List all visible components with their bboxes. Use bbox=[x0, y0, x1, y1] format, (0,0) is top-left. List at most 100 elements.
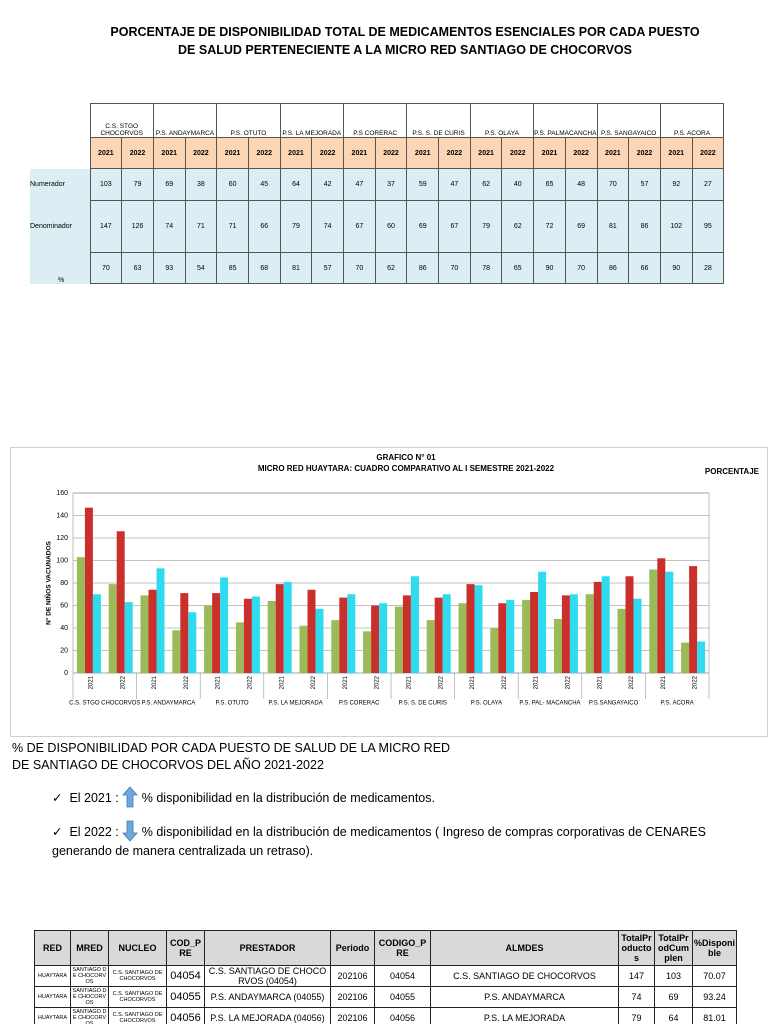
bullet-lead: El 2022 : bbox=[69, 825, 119, 839]
value-cell: 45 bbox=[247, 168, 281, 201]
bar bbox=[172, 630, 181, 673]
row-label: Denominador bbox=[30, 200, 90, 253]
bar bbox=[530, 592, 539, 673]
year-header: 2022 bbox=[311, 137, 344, 169]
table-cell: HUAYTARA bbox=[34, 1007, 71, 1024]
value-cell: 78 bbox=[469, 252, 503, 284]
year-header: 2022 bbox=[628, 137, 661, 169]
value-cell: 67 bbox=[438, 200, 471, 253]
value-cell: 72 bbox=[533, 200, 566, 253]
blank-cell bbox=[30, 103, 90, 138]
value-cell: 47 bbox=[438, 168, 471, 201]
value-cell: 48 bbox=[564, 168, 598, 201]
value-cell: 69 bbox=[406, 200, 440, 253]
value-cell: 67 bbox=[343, 200, 376, 253]
arrow-up-icon bbox=[122, 786, 139, 808]
header-row: C.S. STGO CHOCORVOS P.S. ANDAYMARCA P.S. O… bbox=[30, 103, 725, 138]
bar bbox=[689, 566, 698, 673]
check-icon: ✓ bbox=[52, 825, 66, 839]
x-tick-label: 2022 bbox=[184, 675, 190, 689]
x-tick-label: 2021 bbox=[88, 675, 94, 689]
group-label: P.S. OLAYA bbox=[471, 701, 502, 707]
value-cell: 37 bbox=[374, 168, 408, 201]
table-cell: C.S. SANTIAGO DE CHOCORVOS bbox=[430, 965, 619, 987]
value-cell: 102 bbox=[659, 200, 693, 253]
x-tick-label: 2022 bbox=[375, 675, 381, 689]
bar bbox=[593, 581, 602, 673]
x-tick-label: 2021 bbox=[470, 675, 476, 689]
check-icon: ✓ bbox=[52, 791, 66, 805]
bullet-text: % disponibilidad en la distribución de m… bbox=[141, 791, 435, 805]
value-cell: 27 bbox=[691, 168, 725, 201]
availability-table: C.S. STGO CHOCORVOS P.S. ANDAYMARCA P.S. O… bbox=[30, 103, 725, 284]
column-header: %Disponible bbox=[692, 930, 737, 966]
value-cell: 57 bbox=[311, 252, 344, 284]
column-header: MRED bbox=[70, 930, 109, 966]
table-cell: HUAYTARA bbox=[34, 965, 71, 987]
year-header: 2022 bbox=[691, 137, 725, 169]
column-header: ALMDES bbox=[430, 930, 619, 966]
x-tick-label: 2021 bbox=[216, 675, 222, 689]
value-cell: 62 bbox=[374, 252, 408, 284]
value-cell: 79 bbox=[121, 168, 154, 201]
bar bbox=[458, 603, 467, 673]
bar bbox=[188, 612, 197, 673]
group-label: P.S CORERAC bbox=[339, 701, 380, 707]
bar bbox=[84, 507, 93, 673]
table-cell: C.S. SANTIAGO DE CHOCORVOS (04054) bbox=[204, 965, 331, 987]
table-cell: 147 bbox=[618, 965, 655, 987]
value-cell: 63 bbox=[121, 252, 154, 284]
x-tick-label: 2022 bbox=[565, 675, 571, 689]
y-tick-label: 20 bbox=[60, 647, 68, 654]
column-header: RED bbox=[34, 930, 71, 966]
establishment-header: P.S. ANDAYMARCA bbox=[152, 103, 218, 138]
value-cell: 65 bbox=[501, 252, 535, 284]
bar bbox=[402, 595, 411, 673]
chart-subtitle: MICRO RED HUAYTARA: CUADRO COMPARATIVO A… bbox=[258, 464, 555, 473]
bullet: ✓ El 2022 : % disponibilidad en la distr… bbox=[52, 820, 742, 860]
bar bbox=[585, 594, 594, 673]
year-header: 2022 bbox=[564, 137, 598, 169]
year-header: 2021 bbox=[89, 137, 123, 169]
value-cell: 70 bbox=[343, 252, 376, 284]
value-cell: 90 bbox=[533, 252, 566, 284]
y-axis-label: N° DE NIÑOS VACUNADOS bbox=[44, 540, 53, 624]
table-cell: P.S. LA MEJORADA bbox=[430, 1007, 619, 1024]
table-cell: 202106 bbox=[330, 1007, 375, 1024]
bullet-lead: El 2021 : bbox=[69, 791, 119, 805]
value-cell: 60 bbox=[374, 200, 408, 253]
table-cell: C.S. SANTIAGO DE CHOCORVOS bbox=[108, 965, 167, 987]
chart-title: GRAFICO N° 01 bbox=[376, 453, 436, 462]
group-label: P.S. PAL- MACANCHA bbox=[519, 701, 580, 707]
establishment-header: P.S. ACORA bbox=[659, 103, 725, 138]
bar bbox=[124, 602, 133, 673]
table-cell: 93.24 bbox=[692, 986, 737, 1008]
bar bbox=[466, 584, 475, 673]
value-cell: 95 bbox=[691, 200, 725, 253]
bar bbox=[434, 597, 443, 673]
bar bbox=[625, 576, 634, 673]
year-header: 2021 bbox=[469, 137, 503, 169]
bar bbox=[251, 596, 260, 673]
value-cell: 71 bbox=[216, 200, 249, 253]
data-row: HUAYTARA SANTIAGO DE CHOCORVOS C.S. SANTIA… bbox=[34, 986, 737, 1008]
table-cell: C.S. SANTIAGO DE CHOCORVOS bbox=[108, 1007, 167, 1024]
bullet-text: % disponibilidad en la distribución de m… bbox=[52, 825, 706, 858]
value-cell: 81 bbox=[279, 252, 313, 284]
bar bbox=[347, 594, 356, 673]
value-cell: 86 bbox=[596, 252, 630, 284]
year-header: 2022 bbox=[374, 137, 408, 169]
value-cell: 79 bbox=[469, 200, 503, 253]
year-header: 2021 bbox=[152, 137, 186, 169]
bar bbox=[156, 568, 165, 673]
row-label: Numerador bbox=[30, 168, 90, 201]
table-cell: 04056 bbox=[374, 1007, 431, 1024]
bar bbox=[498, 603, 507, 673]
value-cell: 86 bbox=[406, 252, 440, 284]
bar bbox=[490, 628, 499, 673]
bullet: ✓ El 2021 : % disponibilidad en la distr… bbox=[52, 786, 742, 808]
year-header: 2022 bbox=[247, 137, 281, 169]
establishment-header: P.S. SANGAYAICO bbox=[596, 103, 661, 138]
group-label: P.S. ACORA bbox=[661, 701, 694, 707]
table-cell: SANTIAGO DE CHOCORVOS bbox=[70, 965, 109, 987]
